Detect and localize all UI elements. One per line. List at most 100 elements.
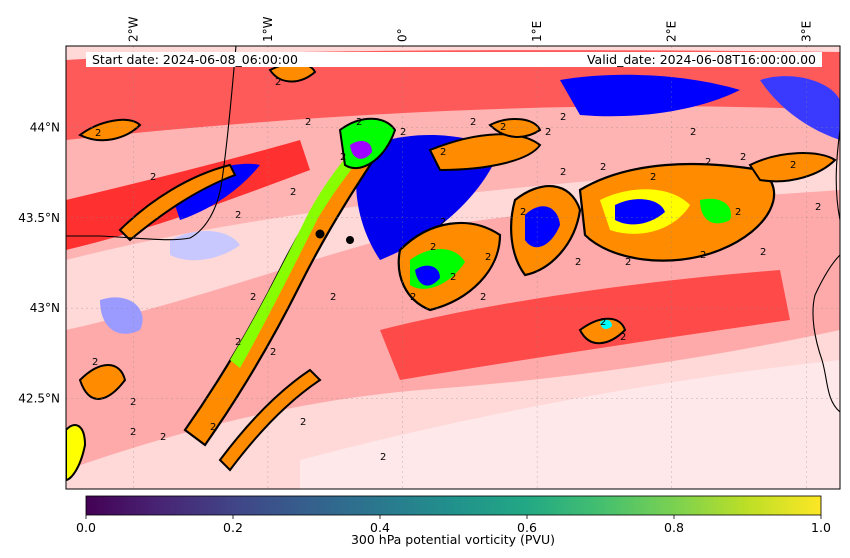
- contour-value-label: 2: [160, 432, 166, 443]
- longitude-tick-label: 2°W: [126, 16, 140, 42]
- longitude-tick-label: 3°E: [799, 21, 813, 42]
- colorbar-tick-label: 0.2: [223, 520, 243, 535]
- streak-northwest: [78, 118, 142, 142]
- contour-labels: 2 2 2 2 2 2 2 2 2 2 2 2 2 2 2 2 2 2 2 2 2 2 2 2 2 2 2 2 2 2 2 2 2 2 2 2 2 2 2 2…: [92, 77, 821, 463]
- complex-east-west-blue: [525, 206, 560, 248]
- contour-value-label: 2: [250, 292, 256, 303]
- contour-value-label: 2: [560, 167, 566, 178]
- streak-north-central: [488, 118, 542, 138]
- pv-field: [66, 46, 840, 489]
- contour-value-label: 2: [705, 157, 711, 168]
- cluster-north-orange: [428, 133, 542, 172]
- contour-value-label: 2: [410, 292, 416, 303]
- colorbar-tick-label: 0.4: [370, 520, 390, 535]
- contour-value-label: 2: [430, 242, 436, 253]
- coastline-mediterranean: [812, 254, 840, 413]
- contour-value-label: 2: [520, 207, 526, 218]
- longitude-tick-labels: 2°W 1°W 0° 1°E 2°E 3°E: [126, 16, 813, 42]
- contour-value-label: 2: [500, 122, 506, 133]
- blue-patch-ne-edge: [760, 76, 840, 140]
- contour-value-label: 2: [545, 127, 551, 138]
- contour-value-label: 2: [625, 257, 631, 268]
- colorbar-tick-label: 0.6: [517, 520, 537, 535]
- contour-value-label: 2: [690, 127, 696, 138]
- contour-value-label: 2: [760, 247, 766, 258]
- contour-value-label: 2: [440, 147, 446, 158]
- latitude-tick-label: 42.5°N: [18, 392, 60, 406]
- contour-value-label: 2: [235, 210, 241, 221]
- latitude-tick-label: 43.5°N: [18, 211, 60, 225]
- light-blue-patch-sw: [100, 297, 143, 334]
- contour-value-label: 2: [330, 292, 336, 303]
- contour-value-label: 2: [450, 272, 456, 283]
- contour-value-label: 2: [270, 347, 276, 358]
- complex-east-blue: [615, 199, 665, 225]
- contour-value-label: 2: [575, 257, 581, 268]
- pale-band-south: [300, 360, 840, 489]
- contour-value-label: 2: [340, 152, 346, 163]
- contour-value-label: 2: [470, 117, 476, 128]
- filament-core-green: [230, 130, 378, 368]
- longitude-tick-label: 1°E: [530, 21, 544, 42]
- contour-value-label: 2: [380, 452, 386, 463]
- complex-central-blue: [415, 265, 440, 286]
- colorbar-tick-label: 0.0: [76, 520, 96, 535]
- blue-patch-northeast: [560, 74, 740, 117]
- station-dot: [315, 229, 325, 239]
- blob-south-east: [578, 317, 627, 345]
- longitude-tick-label: 0°: [396, 28, 410, 42]
- contour-value-label: 2: [235, 337, 241, 348]
- filament-south: [218, 368, 322, 472]
- colorbar-tick-label: 0.8: [664, 520, 684, 535]
- colorbar-label: 300 hPa potential vorticity (PVU): [351, 532, 555, 547]
- latitude-tick-label: 44°N: [30, 120, 60, 134]
- coastline-east-edge: [835, 129, 840, 221]
- contour-value-label: 2: [620, 332, 626, 343]
- contour-value-label: 2: [815, 202, 821, 213]
- contour-value-label: 2: [356, 117, 362, 128]
- contour-value-label: 2: [290, 187, 296, 198]
- contour-value-label: 2: [650, 172, 656, 183]
- valid-date-label: Valid_date: 2024-06-08T16:00:00.00: [587, 52, 816, 67]
- contour-value-label: 2: [210, 422, 216, 433]
- contour-value-label: 2: [480, 292, 486, 303]
- blob-south-east-core: [600, 319, 612, 330]
- contour-value-label: 2: [275, 77, 281, 88]
- cluster-north-purple: [350, 140, 372, 159]
- longitude-tick-label: 2°E: [665, 21, 679, 42]
- longitude-tick-label: 1°W: [261, 16, 275, 42]
- blob-south-edge: [66, 424, 87, 482]
- contour-value-label: 2: [300, 417, 306, 428]
- contour-value-label: 2: [740, 152, 746, 163]
- contour-value-label: 2: [95, 128, 101, 139]
- contour-value-label: 2: [700, 250, 706, 261]
- gridlines: [66, 46, 840, 489]
- complex-east-green: [700, 198, 731, 224]
- contour-value-label: 2: [735, 207, 741, 218]
- colorbar-ticks: 0.0 0.2 0.4 0.6 0.8 1.0: [76, 515, 831, 535]
- contour-value-label: 2: [790, 160, 796, 171]
- contour-value-label: 2: [305, 117, 311, 128]
- red-band-top: [66, 50, 840, 140]
- start-date-label: Start date: 2024-06-08_06:00:00: [92, 52, 298, 67]
- latitude-tick-label: 43°N: [30, 301, 60, 315]
- complex-far-east: [748, 152, 837, 183]
- colorbar: [85, 495, 822, 516]
- red-band-mid: [380, 270, 790, 380]
- contour-value-label: 2: [440, 217, 446, 228]
- header-bar: [86, 52, 822, 67]
- contour-value-label: 2: [600, 317, 606, 328]
- filament-northwest: [118, 163, 237, 242]
- map-frame: [65, 45, 841, 490]
- colorbar-tick-label: 1.0: [811, 520, 831, 535]
- contour-value-label: 2: [485, 252, 491, 263]
- latitude-tick-labels: 44°N 43.5°N 43°N 42.5°N: [18, 120, 60, 405]
- contour-value-label: 2: [600, 162, 606, 173]
- blob-southwest: [78, 364, 127, 400]
- station-dot: [346, 236, 354, 244]
- contour-value-label: 2: [150, 172, 156, 183]
- contour-value-label: 2: [400, 127, 406, 138]
- contour-value-label: 2: [92, 357, 98, 368]
- coastline-biscay: [66, 46, 237, 241]
